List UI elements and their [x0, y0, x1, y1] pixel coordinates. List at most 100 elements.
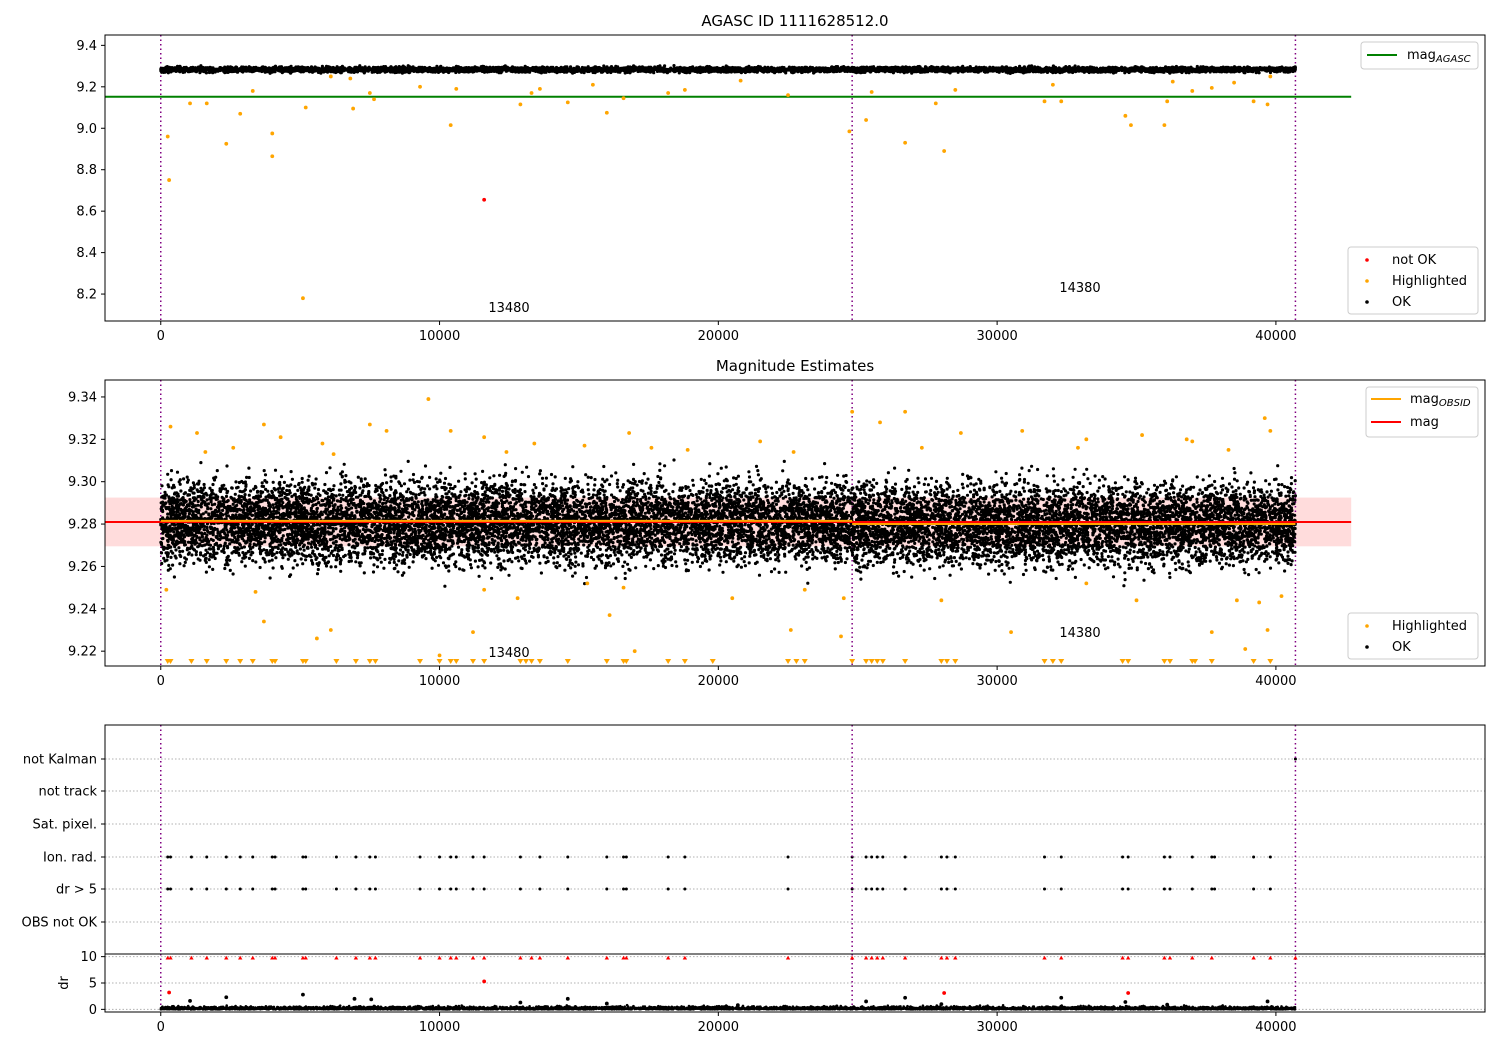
dr-clipped-marker: [1209, 955, 1214, 960]
plot-area: [105, 380, 1352, 666]
legend-label-mag-agasc: magAGASC: [1407, 48, 1471, 65]
flag-event-point: [881, 855, 885, 859]
dr-clipped-marker: [863, 955, 869, 960]
dr-highlighted-point: [1126, 991, 1131, 995]
flag-event-point: [273, 887, 277, 891]
highlighted-point: [454, 86, 459, 91]
clipped-highlighted-marker: [665, 659, 672, 664]
clipped-highlighted-marker: [863, 659, 870, 664]
highlighted-point: [585, 581, 590, 586]
dr-clipped-marker: [367, 955, 373, 960]
highlighted-point: [1084, 581, 1089, 586]
legend-box: [1347, 246, 1479, 315]
flag-event-point: [205, 855, 209, 859]
flag-event-point: [939, 855, 943, 859]
dr-point: [903, 995, 908, 1000]
highlighted-point: [270, 154, 275, 159]
highlighted-point: [791, 450, 796, 454]
y-tick-label: 5: [89, 977, 97, 992]
highlighted-point: [919, 445, 924, 450]
dr-clipped-marker: [168, 955, 173, 960]
obsid-annotation: 13480: [488, 301, 529, 316]
flag-event-point: [538, 855, 542, 859]
flag-event-point: [273, 855, 277, 859]
highlighted-point: [1243, 647, 1248, 651]
flag-event-point: [538, 887, 542, 891]
y-tick-label: 0: [89, 1003, 97, 1018]
dr-clipped-marker: [537, 955, 543, 960]
flag-event-point: [666, 855, 670, 859]
flag-event-point: [903, 887, 907, 891]
highlighted-point: [1190, 439, 1195, 444]
panel-title: AGASC ID 1111628512.0: [701, 12, 888, 30]
highlighted-point: [418, 84, 422, 89]
dr-highlighted-point: [167, 990, 172, 995]
flag-event-point: [566, 887, 570, 891]
highlighted-point: [532, 441, 537, 446]
x-tick-label: 40000: [1255, 674, 1296, 689]
ok-points: [159, 458, 1297, 588]
dr-clipped-marker: [238, 955, 243, 960]
y-tick-label: 10: [80, 950, 97, 965]
legend-marker-highlighted: [1365, 624, 1369, 628]
clipped-highlighted-marker: [709, 659, 716, 664]
legend-marker-not-ok: [1365, 258, 1369, 262]
flag-event-point: [189, 887, 193, 891]
dr-clipped-marker: [849, 955, 855, 960]
highlighted-point: [1234, 598, 1239, 603]
flag-event-point: [224, 855, 228, 859]
agasc-magnitude-panel: AGASC ID 1111628512.0 0 10000 20000 30000 40…: [76, 12, 1486, 344]
highlighted-point: [1134, 598, 1139, 603]
flag-category-label: dr > 5: [56, 883, 97, 898]
legend-marker-ok: [1365, 300, 1369, 304]
dr-point: [1059, 995, 1064, 1000]
clipped-highlighted-marker: [564, 659, 571, 664]
highlighted-point: [869, 90, 874, 94]
highlighted-point: [203, 450, 208, 454]
clipped-highlighted-marker: [522, 659, 529, 664]
clipped-highlighted-marker: [681, 659, 688, 664]
clipped-highlighted-marker: [453, 659, 460, 664]
y-tick-label: 8.8: [76, 163, 97, 178]
obsid-annotation: 14380: [1059, 626, 1100, 641]
clipped-highlighted-marker: [372, 659, 379, 664]
flag-category-label: OBS not OK: [22, 916, 98, 931]
highlighted-point: [303, 105, 308, 110]
flag-event-point: [251, 855, 255, 859]
highlighted-point: [168, 424, 173, 429]
highlighted-point: [1076, 445, 1080, 450]
dr-clipped-marker: [604, 955, 610, 960]
dr-clipped-marker: [565, 955, 570, 960]
clipped-highlighted-marker: [352, 659, 359, 664]
clipped-highlighted-marker: [203, 659, 210, 664]
legend-lines: magOBSID mag: [1365, 386, 1479, 438]
flag-event-point: [1252, 887, 1256, 891]
highlighted-point: [788, 628, 793, 632]
dr-point: [188, 999, 192, 1003]
highlighted-point: [958, 431, 963, 435]
highlighted-point: [482, 435, 487, 440]
x-tick-label: 20000: [698, 329, 739, 344]
clipped-highlighted-marker: [793, 659, 800, 664]
flag-event-point: [373, 855, 377, 859]
clipped-highlighted-marker: [1119, 659, 1126, 664]
obsid-annotation: 14380: [1059, 281, 1100, 296]
flag-event-point: [605, 855, 609, 859]
highlighted-point: [1165, 99, 1170, 104]
flag-event-point: [903, 855, 907, 859]
flag-event-point: [449, 887, 453, 891]
highlighted-point: [864, 118, 868, 122]
clipped-highlighted-marker: [223, 659, 230, 664]
flag-event-point: [1210, 887, 1214, 891]
dr-clipped-marker: [1190, 955, 1195, 960]
x-tick-label: 30000: [976, 674, 1017, 689]
flag-event-point: [1168, 887, 1172, 891]
flag-event-point: [1043, 887, 1047, 891]
dr-clipped-marker: [250, 955, 255, 960]
flag-event-point: [368, 887, 372, 891]
y-tick-label: 8.6: [76, 205, 97, 220]
clipped-highlighted-marker: [1125, 659, 1132, 664]
clipped-highlighted-marker: [1250, 659, 1257, 664]
highlighted-point: [1251, 99, 1256, 104]
flag-event-point: [683, 887, 687, 891]
